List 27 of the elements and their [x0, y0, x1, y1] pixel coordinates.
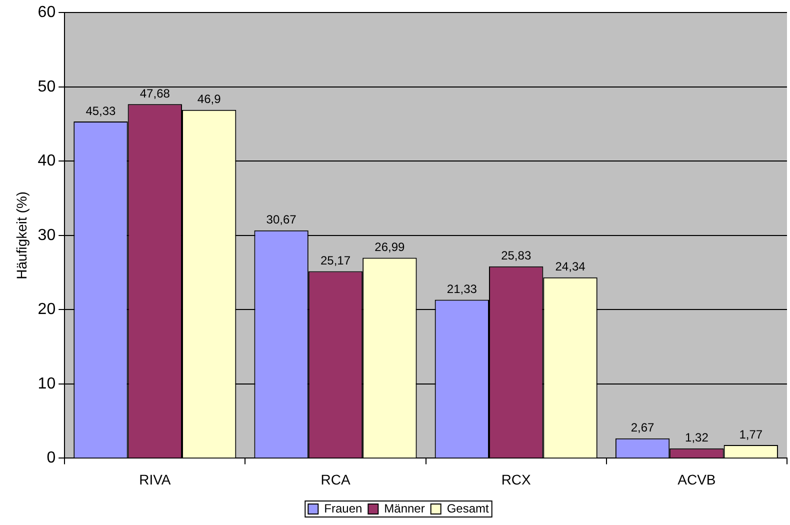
- x-tick-label: ACVB: [678, 471, 716, 488]
- data-label: 30,67: [266, 212, 297, 227]
- data-label: 21,33: [446, 282, 478, 296]
- legend-label: Frauen: [324, 501, 362, 516]
- y-axis-title: Häufigkeit (%): [13, 191, 30, 280]
- data-label: 26,99: [374, 240, 406, 254]
- data-label: 46,9: [197, 92, 222, 106]
- y-tick-label: 30: [38, 226, 56, 244]
- data-label: 47,68: [140, 86, 170, 100]
- data-label: 2,67: [630, 420, 655, 435]
- legend-label: Männer: [384, 501, 425, 516]
- legend-label: Gesamt: [446, 501, 490, 516]
- x-tick-label: RCA: [320, 471, 351, 488]
- data-label: 24,34: [555, 260, 586, 274]
- data-label: 1,32: [685, 430, 709, 445]
- data-label: 45,33: [86, 104, 116, 118]
- y-tick-label: 40: [38, 152, 56, 170]
- y-tick-label: 0: [46, 450, 56, 467]
- data-label: 25,17: [320, 254, 351, 268]
- y-tick-label: 50: [38, 78, 56, 96]
- x-tick-label: RCX: [501, 471, 532, 488]
- y-tick-label: 10: [38, 375, 56, 392]
- data-label: 1,77: [739, 427, 763, 442]
- data-label: 25,83: [501, 248, 532, 263]
- y-tick-label: 20: [38, 301, 56, 318]
- x-tick-label: RIVA: [139, 471, 172, 488]
- y-tick-label: 60: [38, 4, 56, 22]
